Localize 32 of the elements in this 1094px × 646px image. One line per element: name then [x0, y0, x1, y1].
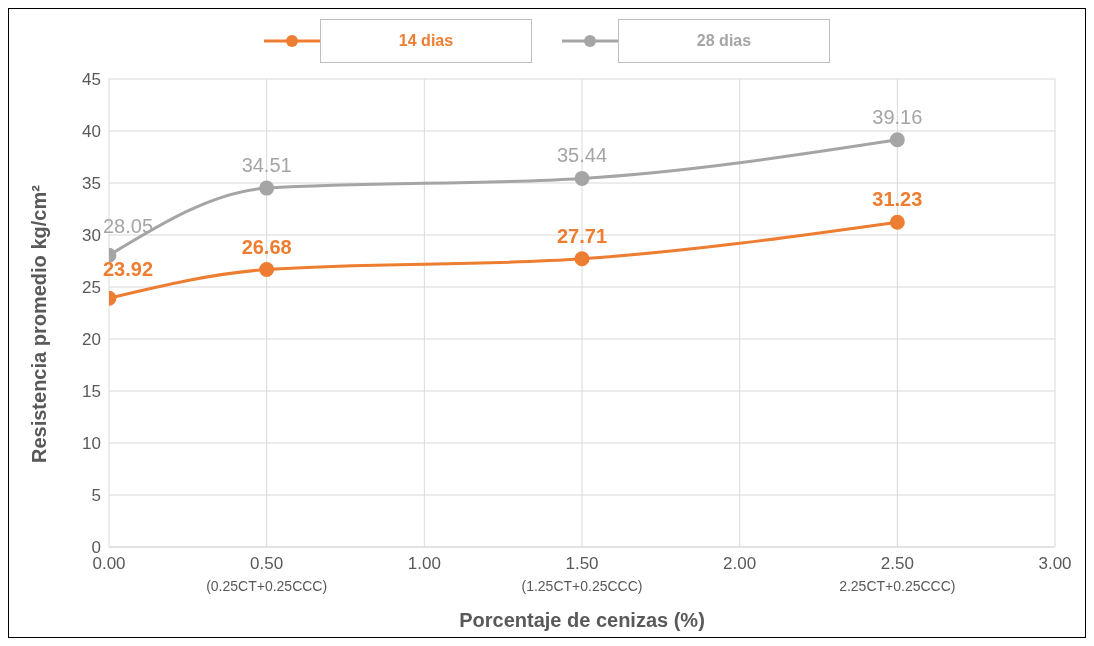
y-tick-label: 20: [82, 330, 101, 350]
point: [574, 170, 590, 186]
x-tick-label: 2.00: [723, 554, 757, 573]
point: [574, 251, 590, 267]
y-tick-label: 45: [82, 70, 101, 90]
data-label: 23.92: [103, 258, 154, 281]
data-label: 31.23: [872, 188, 923, 211]
text: 28 dias: [618, 19, 830, 63]
x-tick-label: 0.50 (0.25CT+0.25CCC): [206, 554, 328, 594]
y-tick-label: 25: [82, 278, 101, 298]
y-tick-label: 15: [82, 382, 101, 402]
y-tick-label: 5: [91, 486, 101, 506]
x-tick-label: 1.00: [407, 554, 441, 573]
point: [259, 180, 275, 196]
x-tick-label: 2.50 2.25CT+0.25CCC): [839, 554, 956, 594]
x-tick-label: 3.00: [1038, 554, 1072, 573]
data-label: 26.68: [241, 235, 292, 258]
point: [889, 214, 905, 230]
data-label: 34.51: [241, 154, 292, 177]
data-label: 27.71: [556, 224, 608, 247]
data-label: 39.16: [872, 105, 923, 128]
y-tick-label: 35: [82, 174, 101, 194]
data-label: 35.44: [556, 144, 608, 167]
y-axis-title: Resistencia promedio kg/cm²: [28, 184, 51, 463]
point: [259, 262, 275, 278]
y-tick-label: 30: [82, 226, 101, 246]
y-tick-label: 40: [82, 122, 101, 142]
text: 14 dias: [320, 19, 532, 63]
x-tick-label: 1.50 (1.25CT+0.25CCC): [521, 554, 643, 594]
x-axis-title: Porcentaje de cenizas (%): [459, 609, 705, 631]
y-tick-label: 10: [82, 434, 101, 454]
point: [889, 132, 905, 148]
